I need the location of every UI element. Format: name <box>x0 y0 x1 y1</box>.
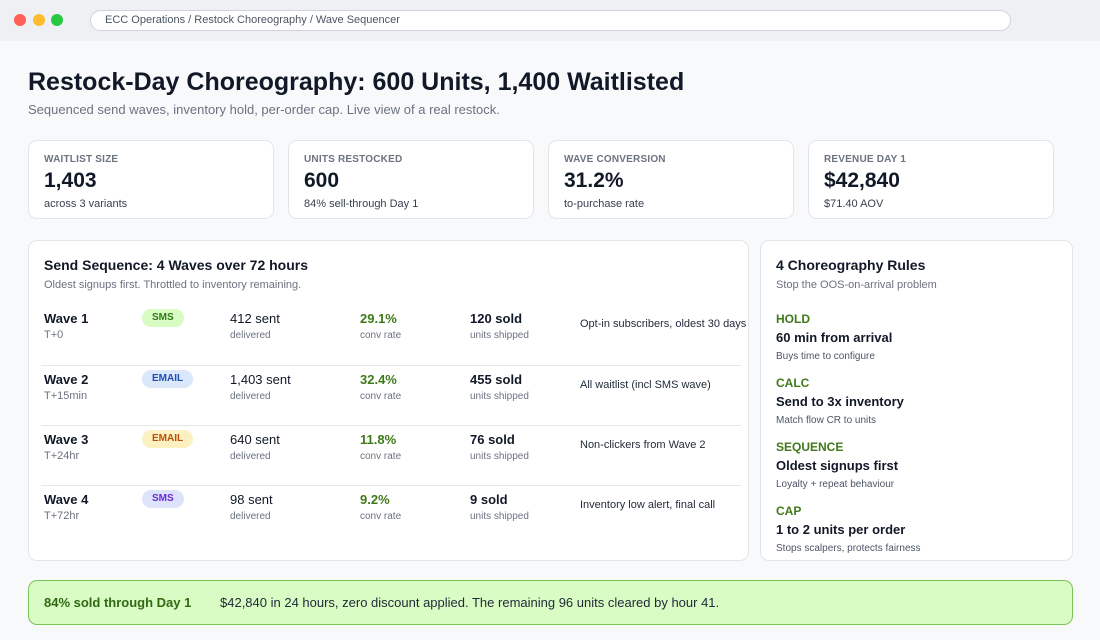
conversion-rate: 32.4% <box>360 372 397 387</box>
panel-title: 4 Choreography Rules <box>776 257 926 273</box>
stat-note: 84% sell-through Day 1 <box>304 198 419 210</box>
rule-note: Loyalty + repeat behaviour <box>776 479 895 490</box>
wave-name: Wave 4 <box>44 492 89 507</box>
panel-subtitle: Stop the OOS-on-arrival problem <box>776 279 937 291</box>
wave-time: T+15min <box>44 390 88 402</box>
rule-tag: CAP <box>776 504 802 518</box>
units-sold: 120 sold <box>470 311 523 326</box>
conversion-label: conv rate <box>360 391 402 402</box>
wave-name: Wave 3 <box>44 432 89 447</box>
conversion-rate: 29.1% <box>360 311 397 326</box>
minimize-window-button[interactable] <box>33 14 45 26</box>
stat-card-wave-conversion: WAVE CONVERSION 31.2% to-purchase rate <box>548 140 794 219</box>
units-sold-label: units shipped <box>470 330 529 341</box>
rule-tag: HOLD <box>776 312 810 326</box>
conversion-rate: 9.2% <box>360 492 390 507</box>
conversion-label: conv rate <box>360 330 402 341</box>
stat-note: to-purchase rate <box>564 198 645 210</box>
stat-value: 31.2% <box>564 169 624 192</box>
breadcrumb-address-bar[interactable]: ECC Operations / Restock Choreography / … <box>90 10 1011 31</box>
wave-description: Opt-in subscribers, oldest 30 days <box>580 318 747 330</box>
stat-note: $71.40 AOV <box>824 198 884 210</box>
stat-card-units-restocked: UNITS RESTOCKED 600 84% sell-through Day… <box>288 140 534 219</box>
wave-time: T+24hr <box>44 450 80 462</box>
conversion-rate: 11.8% <box>360 432 397 447</box>
units-sold-label: units shipped <box>470 391 529 402</box>
wave-row[interactable]: Wave 3 T+24hr EMAIL 640 sent delivered 1… <box>41 425 741 485</box>
units-sold: 76 sold <box>470 432 515 447</box>
rule-note: Buys time to configure <box>776 351 875 362</box>
wave-description: All waitlist (incl SMS wave) <box>580 379 711 391</box>
units-sold: 9 sold <box>470 492 508 507</box>
units-sold-label: units shipped <box>470 451 529 462</box>
rule-title: 1 to 2 units per order <box>776 522 906 537</box>
wave-row[interactable]: Wave 2 T+15min EMAIL 1,403 sent delivere… <box>41 365 741 425</box>
wave-description: Inventory low alert, final call <box>580 499 716 511</box>
stat-value: 1,403 <box>44 169 97 192</box>
conversion-label: conv rate <box>360 451 402 462</box>
wave-name: Wave 1 <box>44 311 89 326</box>
summary-banner: 84% sold through Day 1 $42,840 in 24 hou… <box>28 580 1073 625</box>
sent-label: delivered <box>230 511 271 522</box>
rule-tag: CALC <box>776 376 810 390</box>
sent-count: 98 sent <box>230 492 273 507</box>
stat-label: REVENUE DAY 1 <box>824 154 907 165</box>
stat-value: $42,840 <box>824 169 900 192</box>
sent-count: 412 sent <box>230 311 280 326</box>
page-title: Restock-Day Choreography: 600 Units, 1,4… <box>28 68 685 96</box>
units-sold: 455 sold <box>470 372 523 387</box>
stat-label: UNITS RESTOCKED <box>304 154 403 165</box>
stat-value: 600 <box>304 169 340 192</box>
wave-description: Non-clickers from Wave 2 <box>580 439 706 451</box>
conversion-label: conv rate <box>360 511 402 522</box>
close-window-button[interactable] <box>14 14 26 26</box>
panel-title: Send Sequence: 4 Waves over 72 hours <box>44 257 309 273</box>
wave-row[interactable]: Wave 1 T+0 SMS 412 sent delivered 29.1% … <box>41 305 746 365</box>
wave-time: T+72hr <box>44 510 80 522</box>
rule-tag: SEQUENCE <box>776 440 844 454</box>
stat-label: WAITLIST SIZE <box>44 154 119 165</box>
wave-row[interactable]: Wave 4 T+72hr SMS 98 sent delivered 9.2%… <box>41 485 741 545</box>
sent-label: delivered <box>230 330 271 341</box>
sent-label: delivered <box>230 451 271 462</box>
wave-time: T+0 <box>44 329 64 341</box>
stat-card-waitlist-size: WAITLIST SIZE 1,403 across 3 variants <box>28 140 274 219</box>
stat-label: WAVE CONVERSION <box>564 154 666 165</box>
sent-count: 1,403 sent <box>230 372 291 387</box>
channel-badge: EMAIL <box>142 430 194 448</box>
units-sold-label: units shipped <box>470 511 529 522</box>
rule-note: Stops scalpers, protects fairness <box>776 543 921 554</box>
sent-label: delivered <box>230 391 271 402</box>
summary-text: $42,840 in 24 hours, zero discount appli… <box>220 595 720 610</box>
sent-count: 640 sent <box>230 432 280 447</box>
summary-highlight: 84% sold through Day 1 <box>44 595 192 610</box>
stat-note: across 3 variants <box>44 198 128 210</box>
rule-title: Send to 3x inventory <box>776 394 904 409</box>
maximize-window-button[interactable] <box>51 14 63 26</box>
channel-badge: EMAIL <box>142 370 194 388</box>
channel-badge: SMS <box>142 490 184 508</box>
channel-badge: SMS <box>142 309 184 327</box>
wave-name: Wave 2 <box>44 372 89 387</box>
panel-subtitle: Oldest signups first. Throttled to inven… <box>44 279 302 291</box>
stat-card-revenue-day-1: REVENUE DAY 1 $42,840 $71.40 AOV <box>808 140 1054 219</box>
window-titlebar: ECC Operations / Restock Choreography / … <box>0 0 1100 41</box>
rule-title: 60 min from arrival <box>776 330 893 345</box>
rule-title: Oldest signups first <box>776 458 899 473</box>
rule-note: Match flow CR to units <box>776 415 877 426</box>
choreography-rules-panel: 4 Choreography Rules Stop the OOS-on-arr… <box>760 240 1073 561</box>
page-subtitle: Sequenced send waves, inventory hold, pe… <box>28 102 500 117</box>
send-sequence-panel: Send Sequence: 4 Waves over 72 hours Old… <box>28 240 749 561</box>
